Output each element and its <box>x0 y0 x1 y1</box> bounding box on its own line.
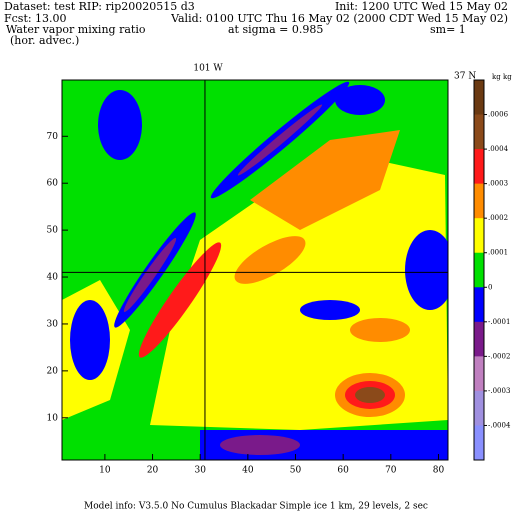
colorbar-label: .0006 <box>488 111 509 119</box>
colorbar-swatch <box>474 252 484 288</box>
colorbar-label: .0004 <box>488 145 509 153</box>
plot-frame <box>61 79 449 461</box>
footer: Model info: V3.5.0 No Cumulus Blackadar … <box>84 502 428 512</box>
colorbar-label: -.0002 <box>488 352 510 360</box>
header: Water vapor mixing ratio <box>6 23 146 36</box>
colorbar-label: -.0004 <box>488 421 511 429</box>
y-tick-label: 30 <box>47 319 59 329</box>
y-tick-label: 20 <box>47 366 59 376</box>
y-tick-label: 40 <box>47 273 59 283</box>
meridian-label: 101 W <box>193 64 223 74</box>
colorbar-unit: kg kg-1 <box>492 73 512 81</box>
x-tick-label: 30 <box>194 466 206 476</box>
header: Dataset: test RIP: rip20020515 d3 <box>4 0 195 13</box>
header: Fcst: 13.00 <box>4 12 67 25</box>
field <box>62 80 448 460</box>
y-tick-label: 60 <box>47 179 59 189</box>
colorbar-label: .0001 <box>488 249 508 257</box>
colorbar-label: .0002 <box>488 214 508 222</box>
header: sm= 1 <box>430 23 466 36</box>
colorbar-swatch <box>474 356 484 392</box>
header: at sigma = 0.985 <box>228 23 323 36</box>
colorbar-swatch <box>474 287 484 323</box>
x-tick-label: 60 <box>337 466 349 476</box>
parallel-label: 37 N <box>454 72 476 82</box>
colorbar-frame <box>473 79 485 461</box>
x-tick-label: 10 <box>99 466 111 476</box>
y-tick-label: 10 <box>47 413 59 423</box>
colorbar-swatch <box>474 80 484 116</box>
colorbar-swatch <box>474 149 484 185</box>
y-tick-label: 50 <box>47 226 59 236</box>
colorbar-swatch <box>474 390 484 426</box>
colorbar-label: .0003 <box>488 180 508 188</box>
colorbar-swatch <box>474 183 484 219</box>
header: Init: 1200 UTC Wed 15 May 02 <box>335 0 508 13</box>
colorbar-swatch <box>474 218 484 254</box>
colorbar-label: -.0003 <box>488 387 510 395</box>
x-tick-label: 80 <box>433 466 445 476</box>
header: (hor. advec.) <box>10 34 79 47</box>
colorbar-swatch <box>474 114 484 150</box>
x-tick-label: 20 <box>147 466 159 476</box>
x-tick-label: 70 <box>385 466 397 476</box>
x-tick-label: 40 <box>242 466 254 476</box>
y-tick-label: 70 <box>47 132 59 142</box>
colorbar-swatch <box>474 321 484 357</box>
colorbar-label: 0 <box>488 283 492 291</box>
colorbar-swatch <box>474 425 484 461</box>
x-tick-label: 50 <box>290 466 302 476</box>
header: Valid: 0100 UTC Thu 16 May 02 (2000 CDT … <box>170 12 508 25</box>
colorbar-label: -.0001 <box>488 318 510 326</box>
